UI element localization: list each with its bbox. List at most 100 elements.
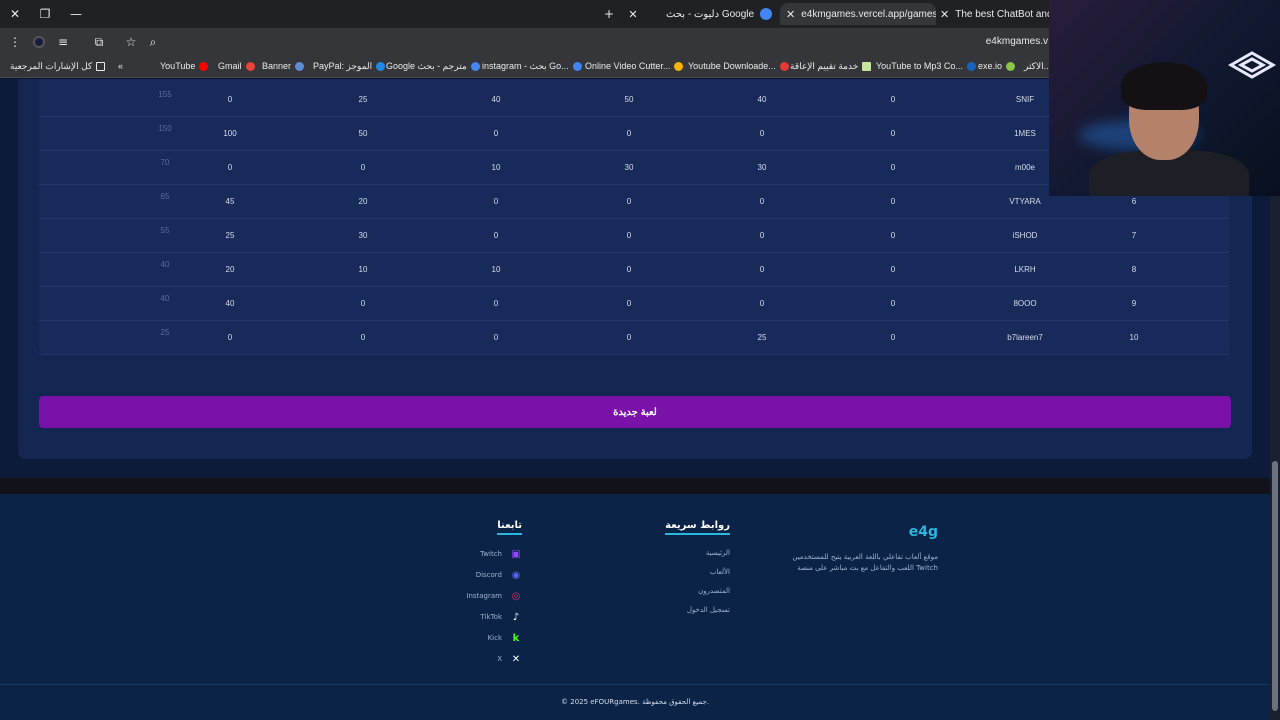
extensions-icon[interactable]: ⧉ — [94, 34, 104, 49]
col3-cell: 0 — [493, 129, 499, 138]
bookmark-disability-service[interactable]: خدمة تقييم الإعاقة — [790, 61, 872, 72]
table-row: 25 0 0 0 0 25 0 b7lareen7 10 — [39, 321, 1229, 355]
rank-cell: 6 — [1131, 197, 1137, 206]
footer-link-games[interactable]: الألعاب — [709, 568, 730, 576]
bookmark-translate[interactable]: Google مترجم - بحث — [386, 61, 480, 72]
score-cell: 25 — [160, 328, 170, 337]
social-instagram[interactable]: Instagram ◎ — [466, 590, 522, 602]
chevron-more-icon[interactable]: « — [118, 61, 124, 71]
tab-title: دليوت - بحث Google — [666, 8, 755, 20]
bookmark-banner[interactable]: Banner — [262, 61, 305, 71]
footer-brand[interactable]: e4g — [908, 524, 938, 540]
menu-dots-icon[interactable]: ⋮ — [9, 35, 21, 49]
gmail-icon — [245, 61, 255, 71]
bookmark-yt-downloader[interactable]: Youtube Downloade... — [688, 61, 789, 71]
close-tab-icon[interactable]: ✕ — [628, 8, 638, 21]
col1-cell: 20 — [225, 265, 235, 274]
youtube-icon — [199, 61, 209, 71]
col5-cell: 40 — [757, 95, 767, 104]
close-tab-icon[interactable]: ✕ — [940, 8, 950, 21]
bookmark-label: Gmail — [218, 61, 242, 71]
copyright-text: © 2025 eFOURgames. جميع الحقوق محفوظة. — [561, 698, 709, 706]
zoom-icon[interactable]: ⌕ — [149, 34, 157, 49]
social-kick[interactable]: Kick k — [488, 632, 522, 644]
bookmark-paypal[interactable]: PayPal: الموجز — [313, 61, 386, 72]
minimize-window-icon[interactable]: — — [70, 7, 82, 21]
bookmark-video-cutter[interactable]: Online Video Cutter... — [585, 61, 684, 71]
twitch-icon: ▣ — [511, 548, 521, 560]
bookmark-exe-io[interactable]: exe.io — [978, 61, 1016, 71]
col3-cell: 10 — [491, 163, 501, 172]
col5-cell: 30 — [757, 163, 767, 172]
page-scrollbar[interactable] — [1270, 79, 1280, 720]
col2-cell: 50 — [358, 129, 368, 138]
col3-cell: 40 — [491, 95, 501, 104]
scrollbar-thumb[interactable] — [1272, 461, 1278, 711]
webcam-overlay — [1049, 0, 1280, 196]
x-icon: ✕ — [511, 653, 521, 665]
col4-cell: 0 — [626, 265, 632, 274]
player-name-cell: LKRH — [1014, 265, 1036, 274]
score-cell: 150 — [158, 124, 172, 133]
social-tiktok[interactable]: TikTok ♪ — [481, 611, 522, 623]
social-twitch[interactable]: Twitch ▣ — [480, 548, 522, 560]
bookmark-label: الاكثر... — [1024, 61, 1052, 71]
footer-link-login[interactable]: تسجيل الدخول — [686, 606, 730, 614]
new-game-button[interactable]: لعبة جديدة — [39, 396, 1231, 428]
col2-cell: 0 — [360, 333, 366, 342]
service-icon — [862, 62, 872, 71]
footer-link-leaderboard[interactable]: المتصدرون — [698, 587, 730, 595]
bookmark-label: YouTube to Mp3 Co... — [876, 61, 963, 71]
bookmark-more[interactable]: الاكثر... — [1024, 61, 1051, 72]
social-discord[interactable]: Discord ◉ — [476, 569, 522, 581]
tab-e4kmgames[interactable]: ✕ e4kmgames.vercel.app/games/ — [780, 3, 936, 25]
tab-google-search[interactable]: ✕ دليوت - بحث Google — [626, 3, 776, 25]
bookmark-instagram-search[interactable]: instagram - بحث Go... — [482, 61, 582, 72]
bookmark-star-icon[interactable]: ☆ — [125, 35, 137, 49]
score-cell: 55 — [160, 226, 170, 235]
google-icon — [572, 62, 582, 71]
restore-window-icon[interactable]: ❐ — [39, 7, 51, 21]
col6-cell: 0 — [890, 265, 896, 274]
table-row: 40 40 0 0 0 0 0 8OOO 9 — [39, 287, 1229, 321]
col4-cell: 0 — [626, 333, 632, 342]
col3-cell: 10 — [491, 265, 501, 274]
close-window-icon[interactable]: ✕ — [9, 7, 21, 21]
social-label: Twitch — [480, 550, 502, 558]
score-cell: 40 — [160, 260, 170, 269]
media-control-icon[interactable]: ≡ — [57, 35, 69, 49]
google-icon — [470, 62, 480, 71]
col1-cell: 100 — [223, 129, 237, 138]
page-content: 155 0 25 40 50 40 0 SNIF 150 100 50 0 0 0 0 1MES 70 0 0 10 3… — [0, 79, 1270, 720]
bookmark-youtube[interactable]: YouTube — [160, 61, 209, 71]
tab-chatbot[interactable]: ✕ The best ChatBot and Wi — [940, 3, 1050, 25]
footer-link-home[interactable]: الرئيسية — [705, 549, 730, 557]
bookmark-label: YouTube — [160, 61, 196, 71]
profile-icon[interactable] — [30, 33, 48, 51]
new-tab-icon[interactable]: + — [603, 7, 615, 21]
col1-cell: 45 — [225, 197, 235, 206]
bookmark-label: خدمة تقييم الإعاقة — [790, 61, 859, 71]
col3-cell: 0 — [493, 333, 499, 342]
bookmark-mp3-converter[interactable]: YouTube to Mp3 Co... — [876, 61, 976, 71]
col6-cell: 0 — [890, 129, 896, 138]
col2-cell: 25 — [358, 95, 368, 104]
col2-cell: 0 — [360, 299, 366, 308]
bookmark-label: instagram - بحث Go... — [482, 61, 569, 71]
address-bar[interactable]: e4kmgames.v — [985, 36, 1048, 47]
col3-cell: 0 — [493, 197, 499, 206]
bookmark-label: exe.io — [978, 61, 1003, 71]
download-icon — [779, 61, 789, 71]
col5-cell: 0 — [759, 197, 765, 206]
bookmark-gmail[interactable]: Gmail — [218, 61, 255, 71]
exe-icon — [1006, 61, 1016, 71]
social-x[interactable]: X ✕ — [497, 653, 522, 665]
quick-links-title: روابط سريعة — [665, 520, 730, 535]
player-name-cell: iSHOD — [1012, 231, 1038, 240]
score-cell: 70 — [160, 158, 170, 167]
bookmark-all[interactable]: كل الإشارات المرجعية — [10, 61, 106, 72]
social-label: Kick — [487, 634, 502, 642]
close-tab-icon[interactable]: ✕ — [786, 8, 796, 21]
video-icon — [674, 61, 684, 71]
player-name-cell: 1MES — [1014, 129, 1036, 138]
